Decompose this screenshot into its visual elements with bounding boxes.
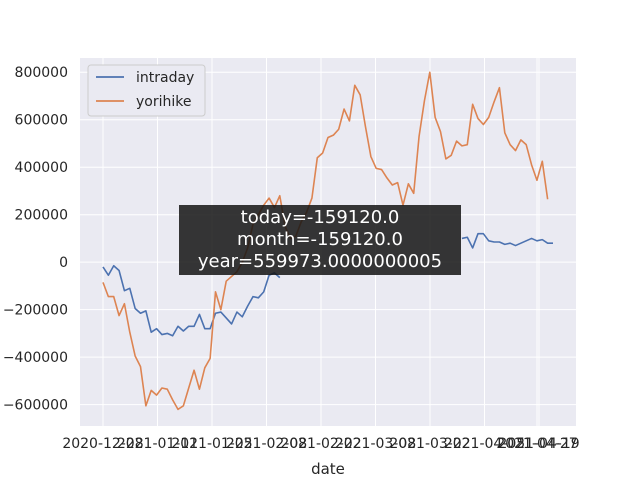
series-lines: [102, 71, 553, 411]
y-tick-label: 600000: [15, 113, 68, 129]
legend-label-yorihike: yorihike: [136, 94, 191, 110]
y-tick-label: −200000: [3, 303, 68, 319]
x-tick-label: 2020-12-28: [62, 436, 143, 452]
y-tick-label: −600000: [3, 398, 68, 414]
x-tick-label: 2021-04-27: [496, 436, 577, 452]
legend-label-intraday: intraday: [136, 70, 194, 86]
x-tick-label: 2021-03-08: [335, 436, 416, 452]
x-tick-label: 2021-01-25: [171, 436, 252, 452]
x-tick-label: 2021-02-08: [226, 436, 307, 452]
x-axis-ticks: 2020-12-282021-01-112021-01-252021-02-08…: [62, 436, 579, 452]
x-tick-label: 2021-01-11: [117, 436, 198, 452]
y-axis-ticks: −600000 −400000 −200000 0 200000 400000 600000…: [3, 65, 68, 413]
x-tick-label: 2021-03-22: [389, 436, 470, 452]
series-line-yorihike: [102, 71, 549, 411]
x-tick-label: 2021-04-05: [444, 436, 525, 452]
legend: intraday yorihike: [87, 64, 206, 117]
year-stat: year=559973.0000000005: [197, 251, 443, 272]
x-tick-label: 2021-02-22: [280, 436, 361, 452]
x-axis-label: date: [311, 460, 345, 478]
stats-annotation-box: today=-159120.0 month=-159120.0 year=559…: [179, 205, 461, 275]
y-tick-label: 400000: [15, 160, 68, 176]
y-tick-label: −400000: [3, 350, 68, 366]
y-tick-label: 800000: [15, 65, 68, 81]
series-line-intraday: [102, 232, 553, 337]
y-tick-label: 0: [59, 255, 68, 271]
month-stat: month=-159120.0: [237, 229, 403, 250]
today-stat: today=-159120.0: [240, 207, 400, 228]
x-tick-label: 2021-04-19: [498, 436, 579, 452]
y-tick-label: 200000: [15, 208, 68, 224]
